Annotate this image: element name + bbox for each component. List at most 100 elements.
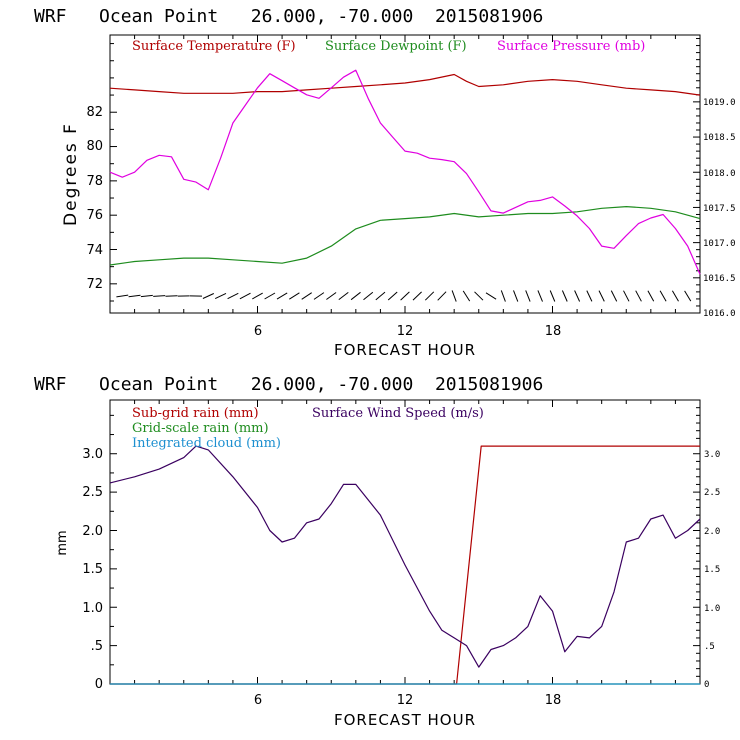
wind-barb-19-5 [586,290,593,302]
wind-barb-11-5 [387,291,398,301]
top-ytick-label-76: 76 [86,208,103,223]
wind-barb-18-5 [561,290,568,302]
wind-barb-11 [375,291,386,301]
top-y2tick-label-1017-0: 1017.0 [703,239,736,249]
bottom-y2tick-label-3-0: 3.0 [704,450,720,460]
wind-barb-1-5 [140,294,153,298]
wind-barb-7 [276,292,288,300]
bottom-x-axis-label: FORECAST HOUR [334,711,476,729]
wind-barb-17 [525,290,531,302]
temperature-pressure-panel: WRF Ocean Point 26.000, -70.000 20150819… [34,6,736,359]
wind-barb-13-5 [437,291,447,301]
wind-barb-2 [153,295,166,297]
legend-sub-grid-rain: Sub-grid rain (mm) [132,406,259,421]
wind-barb-12 [400,291,410,301]
top-ytick-label-80: 80 [86,139,103,154]
bottom-ytick-label-2-5: 2.5 [82,485,103,500]
wind-barb-0-5 [116,294,129,298]
wind-barb-14-5 [462,290,471,302]
top-y2tick-label-1017-5: 1017.5 [703,204,736,214]
top-y2tick-label-1018-0: 1018.0 [703,169,736,179]
wind-barb-17-5 [537,290,543,302]
bottom-xtick-label-12: 12 [397,693,414,708]
wind-barb-18 [549,290,556,302]
wind-barb-5-5 [239,292,251,300]
wind-barb-9 [326,292,337,300]
bottom-ytick-label-0-5: .5 [91,639,103,654]
wind-barb-20 [598,290,605,302]
wind-barb-21-5 [635,290,642,302]
top-xtick-label-18: 18 [545,324,562,339]
wind-barb-5 [227,292,239,300]
bottom-ytick-label-2-0: 2.0 [82,524,103,539]
wind-barb-22 [647,290,655,302]
top-ytick-label-78: 78 [86,174,103,189]
bottom-axis-ticks [109,399,701,685]
wind-barb-21 [623,290,630,302]
legend-surface-temperature: Surface Temperature (F) [132,39,296,54]
bottom-ytick-label-0: 0 [95,677,103,692]
top-y2tick-label-1016-5: 1016.5 [703,274,736,284]
bottom-ytick-label-1-0: 1.0 [82,601,103,616]
legend-grid-scale-rain: Grid-scale rain (mm) [132,421,269,436]
wind-barb-23 [671,290,679,302]
wind-barb-8-5 [313,292,325,300]
top-plot-frame [109,34,701,314]
wind-barb-10-5 [363,291,374,301]
top-series-lines [109,69,701,275]
top-y2tick-label-1018-5: 1018.5 [703,133,736,143]
wind-barb-16 [500,290,506,302]
bottom-y2tick-label-0: 0 [704,680,709,690]
wind-barb-15-5 [485,292,497,300]
bottom-y2tick-label-1-5: 1.5 [704,565,720,575]
wind-barb-4 [202,293,215,299]
top-ytick-label-72: 72 [86,277,103,292]
bottom-chart-title: WRF Ocean Point 26.000, -70.000 20150819… [34,374,543,395]
wind-barbs-row [116,290,692,302]
bottom-xtick-label-18: 18 [545,693,562,708]
bottom-y2tick-label-0-5: .5 [704,642,715,652]
bottom-xtick-label-6: 6 [254,693,262,708]
wind-barb-12-5 [412,291,422,301]
top-x-axis-label: FORECAST HOUR [334,341,476,359]
top-y2tick-label-1016-0: 1016.0 [703,309,736,319]
wind-barb-19 [574,290,581,302]
wind-barb-8 [301,292,312,300]
wind-barb-22-5 [659,290,667,302]
bottom-y-axis-label: mm [55,530,70,555]
legend-surface-dewpoint: Surface Dewpoint (F) [325,39,467,54]
legend-surface-wind-speed: Surface Wind Speed (m/s) [312,406,484,421]
wind-barb-20-5 [610,290,618,302]
legend-integrated-cloud: Integrated cloud (mm) [132,436,281,451]
top-xtick-label-6: 6 [254,324,262,339]
series-surface-pressure-mb-line [109,69,701,275]
series-surface-wind-speed-m-s-line [109,445,701,668]
top-chart-title: WRF Ocean Point 26.000, -70.000 20150819… [34,6,543,27]
wind-barb-23-5 [684,290,692,302]
bottom-y2tick-label-2-0: 2.0 [704,527,720,537]
wind-barb-14 [451,290,457,302]
wind-barb-6-5 [264,292,276,300]
bottom-y2tick-label-1-0: 1.0 [704,604,720,614]
legend-surface-pressure: Surface Pressure (mb) [497,39,645,54]
top-ytick-label-74: 74 [86,243,103,258]
wind-barb-7-5 [289,292,300,300]
bottom-ytick-label-1-5: 1.5 [82,562,103,577]
series-surface-temperature-f-line [109,73,701,96]
wind-barb-10 [350,291,361,301]
precipitation-wind-panel: WRF Ocean Point 26.000, -70.000 20150819… [34,374,720,729]
top-ytick-label-82: 82 [86,105,103,120]
bottom-y2tick-label-2-5: 2.5 [704,488,720,498]
wind-barb-2-5 [165,295,178,297]
series-surface-dewpoint-f-line [109,206,701,266]
wind-barb-9-5 [338,292,349,300]
bottom-series-lines [109,445,701,685]
wind-barb-15 [474,291,484,301]
top-y2tick-label-1019-0: 1019.0 [703,98,736,108]
top-y-axis-label: Degrees F [61,122,81,226]
wind-barb-16-5 [513,290,519,302]
top-xtick-label-12: 12 [397,324,414,339]
wind-barb-6 [252,292,263,300]
wind-barb-4-5 [214,292,227,300]
